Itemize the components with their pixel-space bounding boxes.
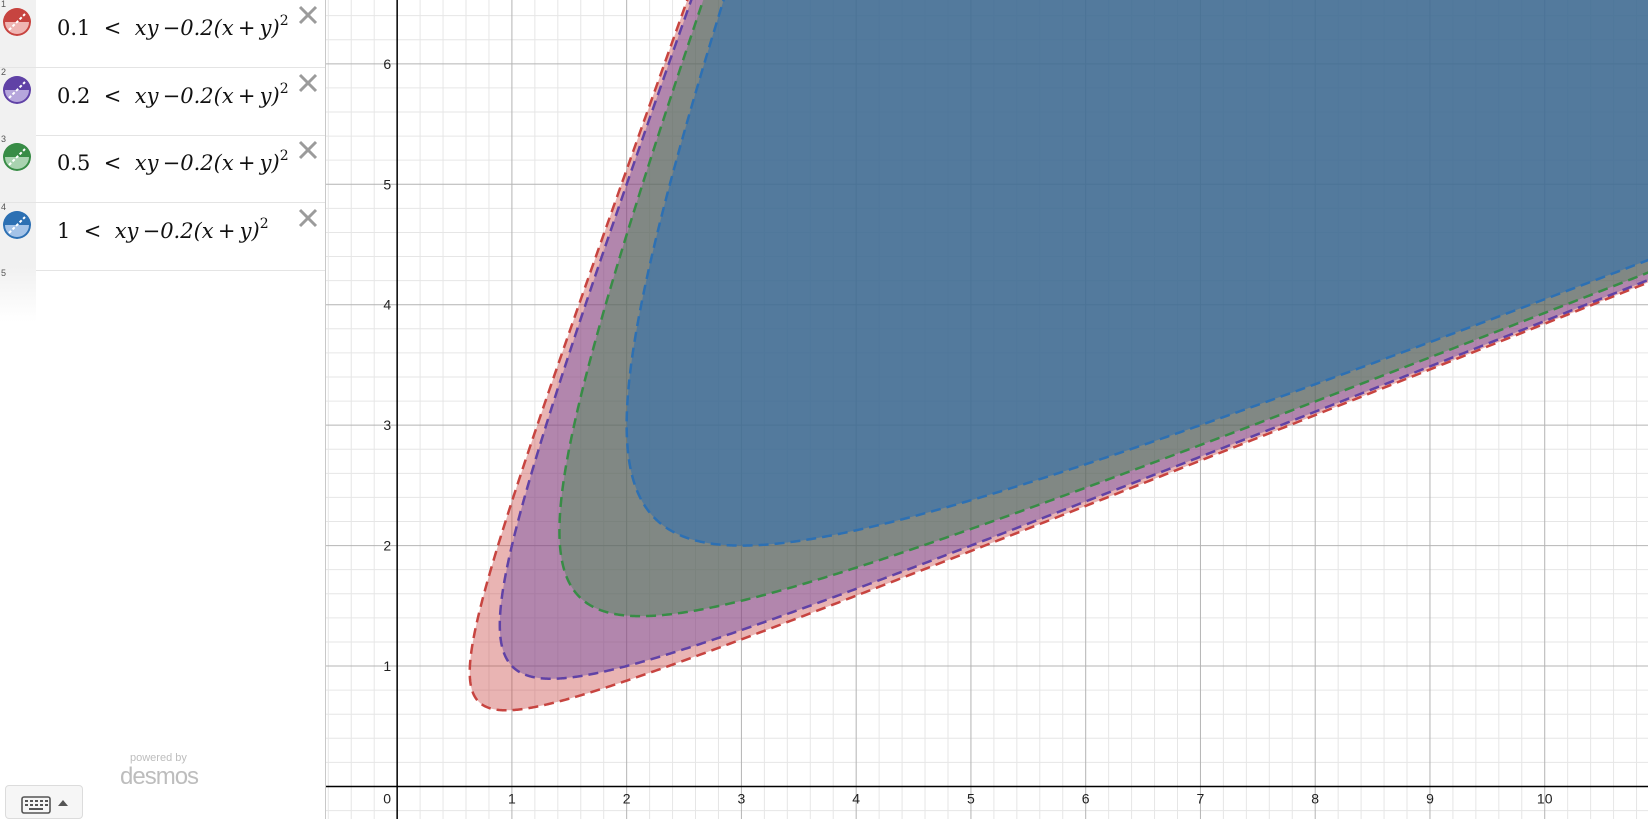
delete-expression-button[interactable] [297,4,319,26]
expression-number: 3 [1,134,7,144]
exponent: 2 [259,215,269,232]
expression-row[interactable]: 1 0.1 < xy −0.2(x + y)2 [0,0,325,68]
exponent: 2 [279,13,289,29]
delete-expression-button[interactable] [297,72,319,94]
x-tick-label: 9 [1426,790,1434,806]
inequality-regions [468,0,1648,712]
empty-expression-row[interactable]: 5 [0,267,36,322]
delete-expression-button[interactable] [297,139,319,161]
expression-gutter: 1 [0,0,36,67]
x-tick-label: 4 [852,790,860,806]
inequality-expression: xy −0.2(x + y) [134,83,280,108]
x-tick-label: 5 [967,790,975,806]
expression-row[interactable]: 2 0.2 < xy −0.2(x + y)2 [0,66,325,136]
y-tick-label: 5 [383,176,391,192]
inequality-boundary [625,0,1648,547]
expression-row[interactable]: 4 1 < xy −0.2(x + y)2 [0,201,325,271]
tick-labels: 0 1 2 3 4 5 6 7 8 9 10 1 2 3 4 5 6 [383,56,1552,807]
desmos-logo[interactable]: desmos [120,763,199,790]
exponent: 2 [279,148,289,164]
inequality-boundary [468,0,1648,712]
y-tick-label: 1 [383,658,391,674]
x-tick-label: 8 [1311,790,1319,806]
inequality-operator: < [103,16,122,40]
y-tick-label: 3 [383,417,391,433]
keyboard-toggle-button[interactable] [5,785,83,819]
y-tick-label: 6 [383,56,391,72]
expression-math[interactable]: 0.1 < xy −0.2(x + y)2 [57,13,289,40]
inequality-constant: 0.1 [57,16,91,40]
graph-paper[interactable]: 0 1 2 3 4 5 6 7 8 9 10 1 2 3 4 5 6 [326,0,1648,819]
x-tick-label: 7 [1197,790,1205,806]
x-tick-label: 1 [508,790,516,806]
expression-row[interactable]: 3 0.5 < xy −0.2(x + y)2 [0,134,325,203]
y-tick-label: 2 [383,538,391,554]
x-tick-label: 2 [623,790,631,806]
x-tick-label: 6 [1082,790,1090,806]
exponent: 2 [279,80,289,97]
expression-number: 5 [1,268,7,278]
inequality-operator: < [83,218,102,243]
inequality-operator: < [103,151,122,175]
inequality-boundary [498,0,1648,680]
color-swatch-icon[interactable] [3,210,31,239]
x-tick-label: 3 [738,790,746,806]
expression-math[interactable]: 1 < xy −0.2(x + y)2 [57,215,269,243]
expression-math[interactable]: 0.2 < xy −0.2(x + y)2 [57,80,289,108]
inequality-constant: 0.5 [57,151,91,175]
inequality-expression: xy −0.2(x + y) [114,218,260,243]
expression-list: 1 0.1 < xy −0.2(x + y)2 2 0.2 < xy −0.2(x +… [0,0,326,819]
expression-number: 2 [1,66,7,77]
color-swatch-icon[interactable] [3,75,31,104]
inequality-region [626,0,1648,546]
expression-number: 4 [1,201,7,212]
inequality-boundary [558,0,1648,618]
color-swatch-icon[interactable] [3,143,31,171]
caret-up-icon [58,800,68,806]
close-icon [298,5,318,25]
close-icon [298,73,318,92]
y-tick-label: 4 [383,297,391,313]
expression-gutter: 3 [0,134,36,202]
expression-gutter: 2 [0,66,36,135]
x-tick-label: 0 [383,790,391,806]
close-icon [298,208,318,227]
powered-by-label: powered by [130,752,187,764]
inequality-constant: 1 [57,218,71,243]
inequality-constant: 0.2 [57,83,91,108]
color-swatch-icon[interactable] [3,8,31,36]
axes [326,0,1648,819]
inequality-expression: xy −0.2(x + y) [134,151,280,175]
expression-math[interactable]: 0.5 < xy −0.2(x + y)2 [57,148,289,175]
inequality-operator: < [103,83,122,108]
inequality-expression: xy −0.2(x + y) [134,16,280,40]
expression-gutter: 4 [0,201,36,270]
delete-expression-button[interactable] [297,207,319,229]
close-icon [298,140,318,160]
expression-number: 1 [1,0,7,9]
x-tick-label: 10 [1537,790,1553,806]
keyboard-icon [21,796,51,814]
